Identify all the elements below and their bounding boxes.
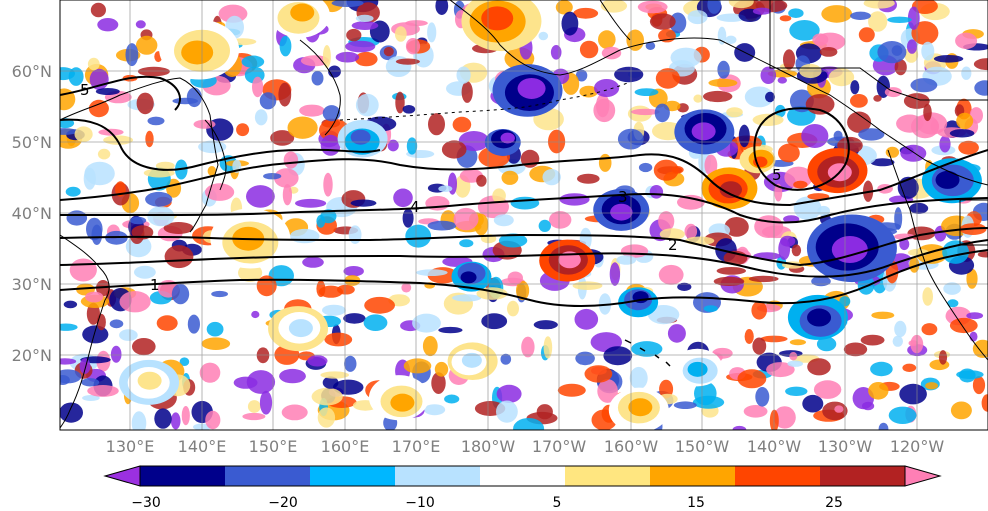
colorbar-segment (310, 466, 395, 486)
longitude-labels: 130°E 140°E 150°E 160°E 170°E 180°W 170°… (106, 437, 945, 456)
colorbar-segment (140, 466, 225, 486)
lon-label: 120°W (890, 437, 945, 456)
lat-label: 20°N (12, 346, 52, 365)
lon-label: 150°W (675, 437, 730, 456)
colorbar-segment (480, 466, 565, 486)
colorbar-extend-min (103, 465, 141, 487)
latitude-labels: 60°N 50°N 40°N 30°N 20°N (12, 62, 52, 365)
colorbar-extend-max (904, 465, 942, 487)
lat-label: 40°N (12, 204, 52, 223)
colorbar-tick-label: −20 (268, 495, 298, 511)
map-frame (59, 0, 988, 431)
contour-label: 2 (668, 236, 678, 254)
lon-label: 170°W (532, 437, 587, 456)
contour-label: 5 (772, 166, 782, 184)
colorbar-tick-label: 15 (687, 495, 705, 511)
colorbar-tick-label: 25 (825, 495, 843, 511)
contour-label: 3 (618, 188, 628, 206)
lat-label: 30°N (12, 275, 52, 294)
contour-labels: 5 4 3 2 1 5 (80, 81, 782, 294)
colorbar-segment (650, 466, 735, 486)
colorbar-segment (395, 466, 480, 486)
coastlines (60, 0, 988, 429)
colorbar-segment (820, 466, 905, 486)
lon-label: 160°E (321, 437, 370, 456)
lon-label: 180°W (461, 437, 516, 456)
colorbar-segment (565, 466, 650, 486)
colorbar-border (139, 465, 906, 487)
lon-label: 150°E (249, 437, 298, 456)
lon-label: 160°W (604, 437, 659, 456)
colorbar-segment (735, 466, 820, 486)
lon-label: 140°E (178, 437, 227, 456)
lon-label: 170°E (392, 437, 441, 456)
colorbar-segment (225, 466, 310, 486)
lat-label: 60°N (12, 62, 52, 81)
colorbar: −30 −20 −10 5 15 25 (103, 465, 942, 511)
height-contours (60, 75, 988, 307)
contour-label: 5 (80, 81, 90, 99)
lon-label: 130°W (818, 437, 873, 456)
lon-label: 140°W (747, 437, 802, 456)
contour-label: 1 (150, 276, 160, 294)
lat-label: 50°N (12, 133, 52, 152)
colorbar-tick-label: 5 (553, 495, 562, 511)
colorbar-tick-label: −10 (405, 495, 435, 511)
colorbar-segments (103, 465, 942, 487)
anomaly-shading (60, 0, 988, 430)
colorbar-tick-label: −30 (131, 495, 161, 511)
lon-label: 130°E (106, 437, 155, 456)
contour-label: 4 (410, 198, 420, 216)
